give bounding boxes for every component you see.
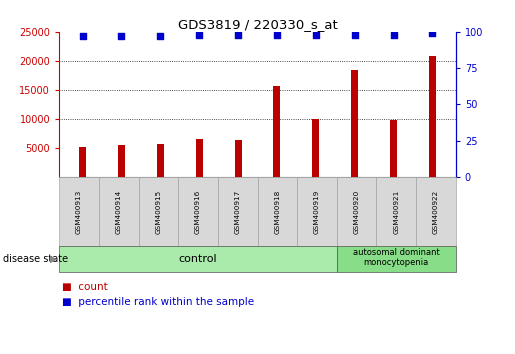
Point	[156, 33, 164, 39]
Point	[389, 32, 398, 38]
Text: GSM400918: GSM400918	[274, 189, 280, 234]
Text: control: control	[179, 254, 217, 264]
Bar	[312, 119, 319, 177]
Point	[234, 32, 242, 38]
Point	[428, 30, 437, 36]
Point	[351, 32, 359, 38]
Text: autosomal dominant
monocytopenia: autosomal dominant monocytopenia	[353, 248, 440, 267]
Point	[195, 32, 203, 38]
Bar	[118, 145, 125, 177]
Text: GSM400917: GSM400917	[235, 189, 241, 234]
Text: GSM400919: GSM400919	[314, 189, 320, 234]
Text: ■  count: ■ count	[62, 282, 108, 292]
Bar	[429, 56, 436, 177]
Bar	[390, 120, 397, 177]
Point	[273, 32, 281, 38]
Text: GSM400914: GSM400914	[116, 189, 122, 234]
Title: GDS3819 / 220330_s_at: GDS3819 / 220330_s_at	[178, 18, 337, 31]
Bar	[79, 147, 86, 177]
Text: ■  percentile rank within the sample: ■ percentile rank within the sample	[62, 297, 254, 307]
Text: GSM400921: GSM400921	[393, 189, 399, 234]
Bar	[351, 70, 358, 177]
Bar	[157, 144, 164, 177]
Text: GSM400922: GSM400922	[433, 189, 439, 234]
Point	[78, 33, 87, 39]
Text: GSM400920: GSM400920	[354, 189, 359, 234]
Bar	[234, 140, 242, 177]
Bar	[196, 139, 203, 177]
Text: GSM400915: GSM400915	[156, 189, 161, 234]
Text: ▶: ▶	[50, 254, 58, 264]
Bar	[273, 86, 281, 177]
Point	[312, 32, 320, 38]
Point	[117, 33, 126, 39]
Text: GSM400913: GSM400913	[76, 189, 82, 234]
Text: GSM400916: GSM400916	[195, 189, 201, 234]
Text: disease state: disease state	[3, 254, 67, 264]
